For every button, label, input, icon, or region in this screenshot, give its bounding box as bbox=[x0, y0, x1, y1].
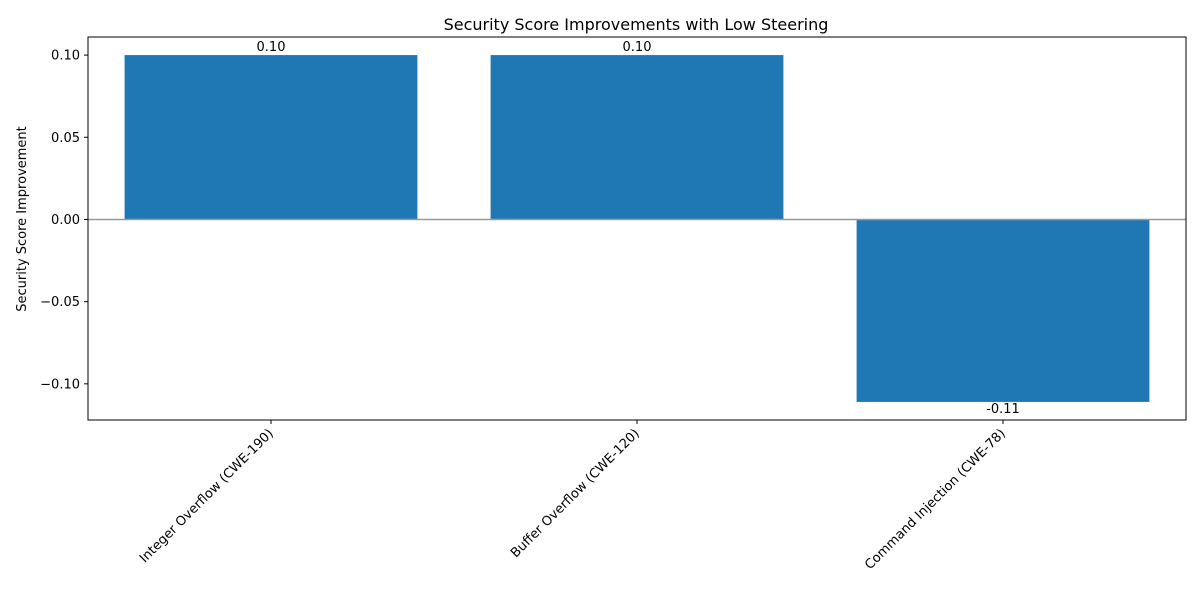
y-tick-label-0: −0.10 bbox=[40, 377, 80, 392]
y-axis: −0.10 −0.05 0.00 0.05 0.10 bbox=[40, 49, 88, 392]
bars-group bbox=[124, 55, 1150, 402]
y-tick-label-2: 0.00 bbox=[51, 213, 80, 228]
value-label-1: 0.10 bbox=[623, 40, 652, 55]
value-label-0: 0.10 bbox=[257, 40, 286, 55]
x-tick-label-1: Buffer Overflow (CWE-120) bbox=[508, 426, 643, 561]
y-tick-label-4: 0.10 bbox=[51, 49, 80, 64]
bar-1 bbox=[490, 55, 784, 220]
y-tick-label-3: 0.05 bbox=[51, 131, 80, 146]
value-label-2: -0.11 bbox=[986, 402, 1020, 417]
x-tick-label-0: Integer Overflow (CWE-190) bbox=[137, 426, 277, 566]
value-labels-group: 0.10 0.10 -0.11 bbox=[257, 40, 1020, 417]
y-tick-label-1: −0.05 bbox=[40, 295, 80, 310]
chart-title: Security Score Improvements with Low Ste… bbox=[444, 15, 829, 34]
x-axis: Integer Overflow (CWE-190) Buffer Overflo… bbox=[137, 420, 1009, 573]
x-tick-label-2: Command Injection (CWE-78) bbox=[862, 426, 1009, 573]
plot-frame bbox=[87, 36, 1187, 421]
bar-0 bbox=[124, 55, 418, 220]
y-axis-label: Security Score Improvement bbox=[15, 126, 30, 312]
bar-2 bbox=[856, 219, 1150, 402]
